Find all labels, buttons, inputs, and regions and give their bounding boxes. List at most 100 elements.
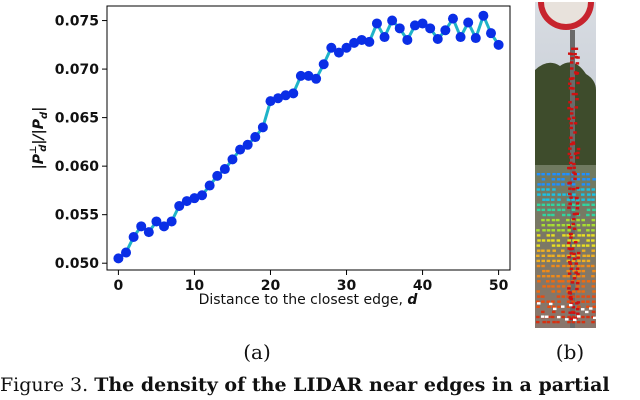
lidar-point bbox=[536, 254, 540, 257]
lidar-point bbox=[571, 295, 575, 298]
lidar-point bbox=[572, 275, 576, 278]
edge-point bbox=[568, 192, 572, 196]
data-point bbox=[311, 73, 322, 84]
lidar-point bbox=[551, 213, 555, 217]
data-point bbox=[166, 216, 177, 227]
lidar-point bbox=[542, 198, 546, 201]
lidar-point bbox=[556, 203, 561, 206]
lidar-point bbox=[586, 295, 591, 298]
lidar-point bbox=[567, 315, 571, 319]
data-point bbox=[447, 13, 458, 24]
edge-point bbox=[571, 92, 576, 96]
edge-point bbox=[569, 236, 573, 239]
lidar-point bbox=[546, 280, 550, 283]
edge-point bbox=[567, 82, 572, 85]
lidar-point bbox=[561, 280, 565, 283]
lidar-point bbox=[577, 229, 581, 232]
x-tick-label: 30 bbox=[337, 278, 357, 294]
lidar-point bbox=[571, 178, 575, 181]
lidar-point bbox=[557, 178, 561, 181]
lidar-point bbox=[586, 188, 591, 191]
lidar-point bbox=[592, 295, 596, 298]
lidar-point bbox=[581, 259, 586, 263]
lidar-point bbox=[592, 280, 596, 283]
lidar-point bbox=[561, 229, 565, 232]
lidar-point bbox=[582, 203, 586, 206]
edge-point bbox=[576, 312, 580, 315]
lidar-point bbox=[552, 320, 556, 324]
lidar-point bbox=[562, 173, 566, 176]
data-point bbox=[463, 17, 474, 28]
photo-road bbox=[535, 165, 596, 328]
edge-point bbox=[569, 77, 574, 80]
lidar-point bbox=[536, 300, 540, 303]
lidar-point bbox=[541, 275, 546, 278]
lidar-point bbox=[577, 234, 581, 237]
lidar-point bbox=[562, 275, 566, 278]
lidar-point bbox=[556, 295, 561, 298]
lidar-point bbox=[536, 305, 540, 308]
lidar-point bbox=[541, 295, 545, 298]
edge-point bbox=[585, 310, 589, 314]
lidar-point bbox=[571, 198, 575, 201]
edge-point bbox=[553, 307, 557, 311]
lidar-point bbox=[542, 269, 546, 273]
lidar-point bbox=[546, 173, 551, 176]
lidar-point bbox=[591, 239, 595, 242]
lidar-point bbox=[551, 178, 556, 181]
lidar-point bbox=[557, 193, 561, 196]
lidar-point bbox=[541, 208, 546, 212]
lidar-point bbox=[577, 305, 581, 308]
lidar-point bbox=[581, 275, 586, 278]
y-tick-label: 0.055 bbox=[55, 208, 99, 224]
edge-point bbox=[571, 142, 576, 145]
edge-point bbox=[574, 106, 579, 109]
data-point bbox=[204, 180, 215, 191]
lidar-point bbox=[572, 290, 576, 293]
x-axis-label: Distance to the closest edge, d bbox=[199, 292, 419, 308]
lidar-point bbox=[546, 188, 550, 191]
lidar-point bbox=[592, 208, 596, 212]
edge-point bbox=[575, 281, 580, 285]
lidar-point bbox=[557, 254, 561, 257]
lidar-point bbox=[541, 178, 546, 181]
caption-bold-text: The density of the LIDAR near edges in a… bbox=[94, 374, 610, 396]
lidar-point bbox=[591, 198, 595, 201]
data-point bbox=[493, 39, 504, 50]
edge-point bbox=[567, 206, 571, 209]
lidar-point bbox=[576, 285, 580, 288]
data-point bbox=[371, 18, 382, 29]
lidar-point bbox=[577, 264, 581, 268]
lidar-point bbox=[556, 218, 560, 222]
lidar-point bbox=[536, 259, 540, 263]
lidar-point bbox=[561, 208, 566, 212]
data-point bbox=[242, 139, 253, 150]
edge-point bbox=[569, 136, 573, 139]
lidar-point bbox=[591, 234, 595, 237]
data-point bbox=[257, 122, 268, 133]
lidar-point bbox=[582, 254, 586, 257]
lidar-point bbox=[591, 213, 596, 217]
lidar-point bbox=[587, 193, 591, 196]
panel-a-label: (a) bbox=[243, 340, 271, 364]
lidar-point bbox=[536, 234, 541, 237]
lidar-point bbox=[541, 259, 545, 263]
data-point bbox=[470, 33, 481, 44]
data-point bbox=[143, 227, 154, 238]
lidar-point bbox=[591, 310, 596, 314]
x-tick-label: 0 bbox=[114, 278, 124, 294]
lidar-point bbox=[572, 269, 576, 273]
data-point bbox=[181, 196, 192, 207]
data-point bbox=[197, 190, 208, 201]
lidar-point bbox=[586, 213, 590, 217]
lidar-point bbox=[586, 183, 591, 186]
data-point bbox=[349, 37, 360, 48]
lidar-point bbox=[556, 239, 561, 242]
lidar-point bbox=[581, 315, 585, 319]
edge-point bbox=[569, 232, 573, 236]
lidar-point bbox=[581, 173, 586, 176]
lidar-point bbox=[576, 218, 580, 222]
series-line bbox=[113, 10, 504, 264]
lidar-point bbox=[551, 208, 556, 212]
lidar-point bbox=[581, 285, 585, 288]
